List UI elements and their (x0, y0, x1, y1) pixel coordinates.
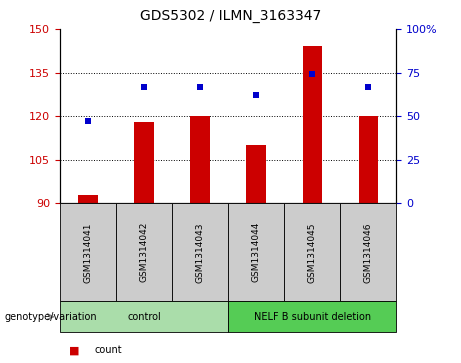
Text: GDS5302 / ILMN_3163347: GDS5302 / ILMN_3163347 (140, 9, 321, 23)
Text: GSM1314044: GSM1314044 (252, 222, 261, 282)
Text: GSM1314045: GSM1314045 (308, 222, 317, 282)
Bar (78, 195, 98, 203)
Text: NELF B subunit deletion: NELF B subunit deletion (254, 312, 371, 322)
Bar (302, 46, 322, 203)
Bar (247, 145, 266, 203)
Text: GSM1314041: GSM1314041 (83, 222, 93, 282)
Text: genotype/variation: genotype/variation (5, 312, 97, 322)
Text: GSM1314042: GSM1314042 (140, 222, 148, 282)
Bar (190, 116, 210, 203)
Text: GSM1314043: GSM1314043 (195, 222, 205, 282)
Bar (134, 122, 154, 203)
Text: count: count (95, 345, 122, 355)
Bar (359, 116, 378, 203)
Text: ■: ■ (69, 345, 80, 355)
Text: control: control (127, 312, 161, 322)
Text: GSM1314046: GSM1314046 (364, 222, 373, 282)
